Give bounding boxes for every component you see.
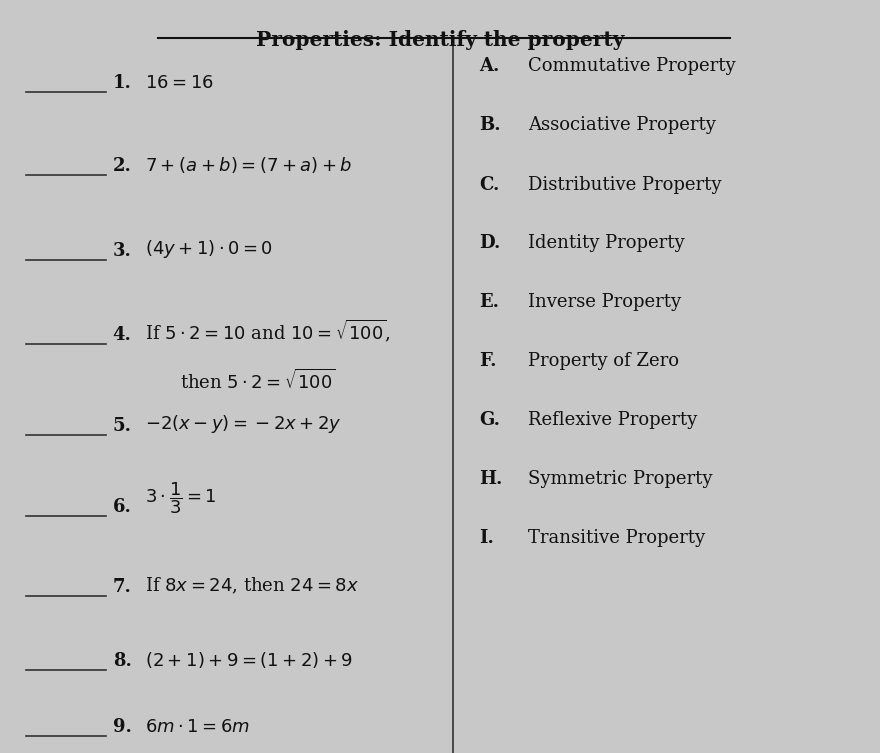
Text: H.: H. xyxy=(480,470,503,488)
Text: Distributive Property: Distributive Property xyxy=(528,175,722,194)
Text: F.: F. xyxy=(480,352,497,370)
Text: 5.: 5. xyxy=(113,417,132,435)
Text: D.: D. xyxy=(480,234,501,252)
Text: Commutative Property: Commutative Property xyxy=(528,57,736,75)
Text: 6.: 6. xyxy=(113,498,131,516)
Text: 2.: 2. xyxy=(113,157,131,175)
Text: $7 + (a + b) = (7 + a) + b$: $7 + (a + b) = (7 + a) + b$ xyxy=(145,154,353,175)
Text: G.: G. xyxy=(480,411,501,429)
Text: B.: B. xyxy=(480,116,502,134)
Text: E.: E. xyxy=(480,293,500,311)
Text: 1.: 1. xyxy=(113,74,131,92)
Text: $3 \cdot \dfrac{1}{3} = 1$: $3 \cdot \dfrac{1}{3} = 1$ xyxy=(145,480,217,516)
Text: I.: I. xyxy=(480,529,495,547)
Text: If $5 \cdot 2 = 10$ and $10 = \sqrt{100}$,: If $5 \cdot 2 = 10$ and $10 = \sqrt{100}… xyxy=(145,318,391,344)
Text: $16 = 16$: $16 = 16$ xyxy=(145,74,214,92)
Text: 3.: 3. xyxy=(113,242,131,260)
Text: 7.: 7. xyxy=(113,578,131,596)
Text: $-2(x - y) = -2x + 2y$: $-2(x - y) = -2x + 2y$ xyxy=(145,413,342,435)
Text: $(4y + 1) \cdot 0 = 0$: $(4y + 1) \cdot 0 = 0$ xyxy=(145,238,274,260)
Text: Identity Property: Identity Property xyxy=(528,234,685,252)
Text: Inverse Property: Inverse Property xyxy=(528,293,681,311)
Text: C.: C. xyxy=(480,175,500,194)
Text: then $5 \cdot 2 = \sqrt{100}$: then $5 \cdot 2 = \sqrt{100}$ xyxy=(180,369,336,393)
Text: 4.: 4. xyxy=(113,326,131,344)
Text: $(2 + 1) + 9 = (1 + 2) + 9$: $(2 + 1) + 9 = (1 + 2) + 9$ xyxy=(145,650,353,670)
Text: $6m \cdot 1 = 6m$: $6m \cdot 1 = 6m$ xyxy=(145,718,250,736)
Text: If $8x = 24$, then $24 = 8x$: If $8x = 24$, then $24 = 8x$ xyxy=(145,576,359,596)
Text: A.: A. xyxy=(480,57,500,75)
Text: 9.: 9. xyxy=(113,718,131,736)
Text: 8.: 8. xyxy=(113,652,131,670)
Text: Transitive Property: Transitive Property xyxy=(528,529,705,547)
Text: Properties: Identify the property: Properties: Identify the property xyxy=(256,30,624,50)
Text: Symmetric Property: Symmetric Property xyxy=(528,470,713,488)
Text: Property of Zero: Property of Zero xyxy=(528,352,679,370)
Text: Reflexive Property: Reflexive Property xyxy=(528,411,697,429)
Text: Associative Property: Associative Property xyxy=(528,116,715,134)
